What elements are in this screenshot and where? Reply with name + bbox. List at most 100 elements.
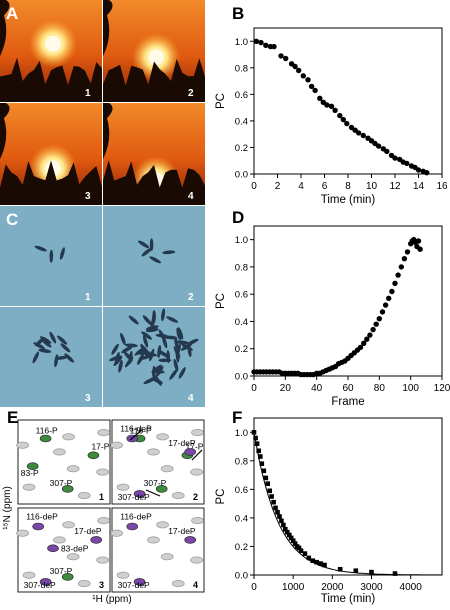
bacterium-cell <box>169 369 178 380</box>
arrow-line <box>145 489 161 497</box>
x-tick-label: 12 <box>389 181 401 192</box>
nmr-gray-peak <box>147 448 160 456</box>
data-point <box>382 302 389 308</box>
bacterium-cell <box>174 336 179 350</box>
microscope-photo: 1 <box>0 206 102 306</box>
x-tick-label: 4000 <box>400 582 423 593</box>
nmr-subpanel-label: 1 <box>99 492 104 502</box>
x-tick-label: 0 <box>251 181 257 192</box>
nmr-peak-label: 116-deP <box>120 423 152 433</box>
data-point <box>318 561 323 566</box>
nmr-gray-peak <box>160 465 174 473</box>
x-tick-label: 0 <box>251 383 257 394</box>
data-point <box>392 155 398 161</box>
y-tick-label: 0.8 <box>235 456 248 467</box>
x-tick-label: 4 <box>298 181 304 192</box>
sunset-photo: 2 <box>103 0 205 102</box>
data-point <box>317 95 323 102</box>
nmr-peak-label: 307-deP <box>118 492 150 502</box>
panel-f: F 0 1000 2000 3000 4000 0.0 0.2 0.4 0.6 0.8 1.0 Tim… <box>214 408 450 605</box>
data-point <box>302 551 308 556</box>
nmr-peak-label: 17-deP <box>74 526 102 536</box>
bacterium-cell <box>181 343 193 351</box>
y-tick-label: 0.0 <box>235 372 248 383</box>
data-point <box>401 256 408 262</box>
bacterium-cell <box>59 247 65 260</box>
nmr-peak <box>87 451 100 460</box>
photo-label: 3 <box>85 393 91 404</box>
bacterium-cell <box>151 369 165 374</box>
panel-c-letter: C <box>6 210 19 229</box>
microscope-bg <box>0 307 102 407</box>
data-point <box>256 448 261 454</box>
nmr-gray-peak <box>171 580 185 588</box>
data-point <box>263 475 269 481</box>
nmr-gray-peak <box>77 580 91 588</box>
data-point <box>275 509 280 515</box>
nmr-subpanel-label: 2 <box>193 492 198 502</box>
bacterium-cell <box>38 348 52 353</box>
data-point <box>395 272 401 278</box>
data-point <box>259 461 265 466</box>
x-axis-label: Time (min) <box>321 194 376 206</box>
bacterium-cell <box>34 245 47 252</box>
data-point <box>258 454 263 459</box>
bacterium-cell <box>49 249 54 263</box>
bacterium-cell <box>49 331 57 344</box>
data-point <box>424 170 430 176</box>
bacterium-cell <box>41 338 52 348</box>
bacterium-cell <box>177 327 184 340</box>
nmr-subpanel-label: 3 <box>99 580 104 590</box>
photo-label: 4 <box>188 191 194 202</box>
data-point <box>369 569 374 575</box>
bacterium-cell <box>173 358 179 372</box>
data-point <box>271 499 276 505</box>
panel-f-chart: 0 1000 2000 3000 4000 0.0 0.2 0.4 0.6 0.8 1.0 Time … <box>215 417 443 605</box>
panel-e-letter: E <box>7 408 19 427</box>
nmr-gray-peak <box>22 571 36 579</box>
panel-d-letter: D <box>232 208 245 227</box>
bacterium-cell <box>111 343 119 355</box>
nmr-gray-peak <box>96 556 109 564</box>
data-point <box>398 264 404 270</box>
nmr-peak <box>61 573 74 581</box>
x-tick-label: 2 <box>275 181 281 192</box>
sun <box>45 35 62 52</box>
x-tick-label: 14 <box>413 181 425 192</box>
nmr-peak <box>184 536 196 544</box>
data-point <box>290 538 296 543</box>
data-point <box>277 514 282 519</box>
data-point <box>340 116 346 123</box>
panel-c: 1 2 3 4 C <box>0 206 206 408</box>
bacterium-cell <box>54 354 59 368</box>
y-tick-label: 0.8 <box>235 262 248 273</box>
bacterium-cell <box>149 256 162 264</box>
chart-frame <box>253 417 443 576</box>
nmr-peak <box>32 522 45 531</box>
nmr-peak <box>47 544 59 553</box>
bacterium-cell <box>142 335 149 348</box>
photo-label: 3 <box>85 191 91 202</box>
data-point <box>279 518 284 524</box>
data-point <box>376 316 382 322</box>
data-point <box>384 148 390 155</box>
data-point <box>332 107 338 114</box>
bacterium-cell <box>175 340 189 345</box>
bacterium-cell <box>109 355 122 362</box>
treeline <box>103 160 205 205</box>
bacterium-cell <box>32 351 40 364</box>
microscope-bg <box>103 206 205 306</box>
bacterium-cell <box>64 353 75 363</box>
data-point <box>263 42 269 48</box>
nmr-peak <box>39 578 52 586</box>
panel-b: B 0 2 4 6 8 10 12 14 16 0.0 0.2 0.4 0.6 0.8 1.0 Time (m… <box>214 0 450 206</box>
nmr-gray-peak <box>190 556 203 564</box>
data-point <box>287 532 292 538</box>
bacterium-cell <box>143 377 156 385</box>
data-point <box>379 309 386 315</box>
x-axis-label: Frame <box>331 396 364 408</box>
nmr-peak <box>155 485 168 493</box>
bacterium-cell <box>128 315 139 325</box>
x-tick-label: 60 <box>342 383 354 394</box>
